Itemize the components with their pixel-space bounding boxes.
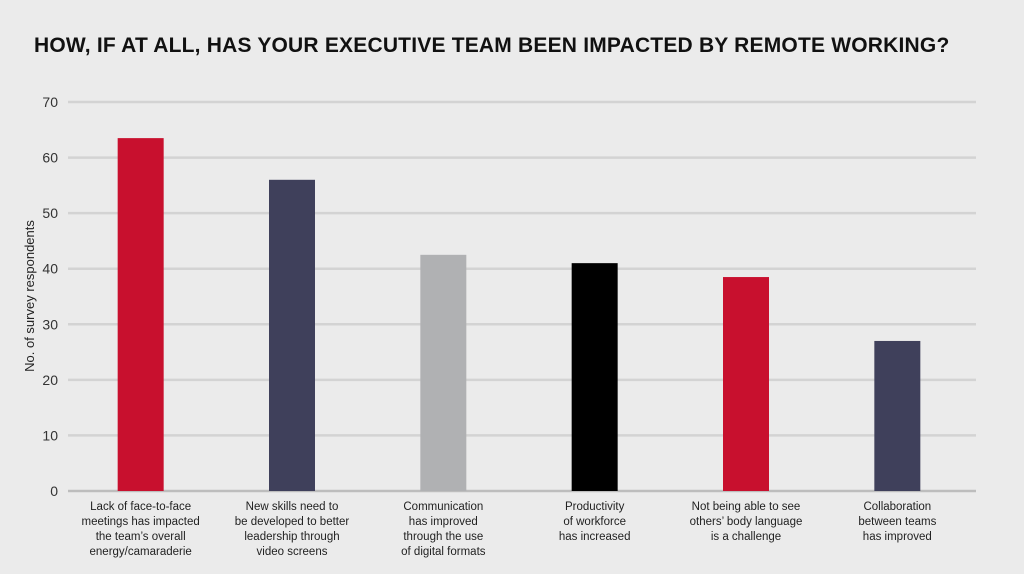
bar	[420, 254, 467, 491]
bar	[571, 263, 618, 491]
bar	[269, 179, 315, 492]
y-axis-label: No. of survey respondents	[22, 220, 37, 372]
chart-title: HOW, IF AT ALL, HAS YOUR EXECUTIVE TEAM …	[34, 34, 950, 57]
x-tick-label: New skills need to be developed to better…	[235, 501, 350, 558]
bar	[874, 340, 921, 491]
x-tick-label: Not being able to see others’ body langua…	[690, 501, 803, 543]
y-tick-label: 60	[42, 150, 58, 166]
x-tick-label: Collaboration between teams has improved	[858, 501, 936, 543]
y-tick-label: 0	[50, 483, 58, 499]
y-tick-label: 10	[42, 427, 58, 443]
bar	[117, 138, 164, 491]
x-tick-label: Productivity of workforce has increased	[559, 501, 631, 543]
x-tick-label: Communication has improved through the use…	[401, 501, 486, 558]
y-tick-label: 20	[42, 372, 58, 388]
bar	[723, 277, 769, 491]
y-tick-label: 40	[42, 261, 58, 277]
x-tick-label: Lack of face-to-face meetings has impacte…	[82, 501, 200, 558]
y-tick-label: 30	[42, 316, 58, 332]
y-tick-label: 50	[42, 205, 58, 221]
y-tick-label: 70	[42, 94, 58, 110]
